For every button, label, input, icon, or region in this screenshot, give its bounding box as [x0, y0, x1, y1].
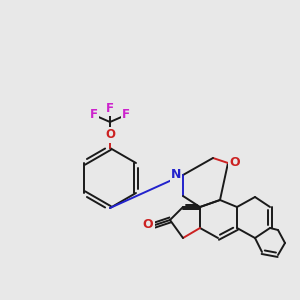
Text: O: O — [105, 128, 115, 142]
Text: O: O — [143, 218, 153, 232]
Text: O: O — [230, 157, 240, 169]
Text: F: F — [90, 109, 98, 122]
Text: F: F — [122, 109, 130, 122]
Text: F: F — [106, 101, 114, 115]
Text: N: N — [171, 169, 181, 182]
